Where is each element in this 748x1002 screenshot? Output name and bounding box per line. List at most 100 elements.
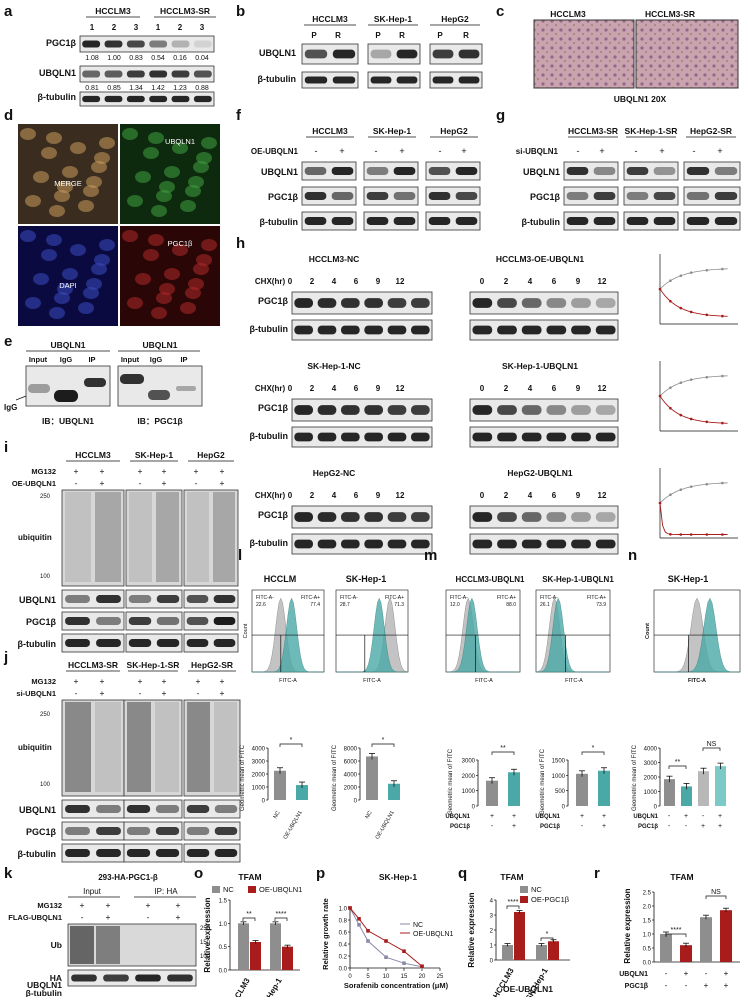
- ihc-image-hcclm3-sr: [635, 19, 739, 89]
- y-axis-label: Count: [645, 623, 651, 639]
- group-label: HepG2-SR: [191, 660, 233, 670]
- cell: [196, 152, 212, 164]
- blot-band: [411, 325, 430, 335]
- cell: [127, 297, 143, 309]
- blot-band: [104, 40, 123, 48]
- mw-marker: 100: [40, 574, 51, 580]
- cell: [99, 137, 115, 149]
- cell: [127, 195, 143, 207]
- decay-point: [679, 533, 683, 536]
- tfam-bar: [720, 910, 732, 962]
- cell: [25, 195, 41, 207]
- decay-point: [689, 378, 693, 381]
- cell: [20, 230, 36, 242]
- cell: [70, 244, 86, 256]
- sign: -: [197, 688, 200, 698]
- gate-value: 77.4: [310, 602, 320, 608]
- cell: [180, 200, 196, 212]
- tubulin-blot: [123, 843, 183, 863]
- sig-label: *: [382, 737, 385, 744]
- group-label: HCCLM3-SR: [568, 126, 618, 136]
- blot-band: [411, 405, 430, 415]
- decay-point: [679, 488, 683, 492]
- sign: -: [147, 912, 150, 922]
- gate-value: 12.0: [450, 602, 460, 608]
- blot-band: [171, 70, 190, 78]
- y-tick-label: 1.0: [643, 933, 652, 939]
- cell: [78, 302, 94, 314]
- gate-label: FITC-A-: [340, 595, 358, 601]
- sign: +: [138, 676, 143, 686]
- cell: [201, 239, 217, 251]
- quant-value: 0.88: [195, 85, 209, 92]
- time-label: 4: [332, 384, 337, 393]
- image-caption: UBQLN1 20X: [614, 94, 667, 104]
- y-tick-label: 1.0: [339, 907, 348, 913]
- group-label: SK-Hep-1-SR: [127, 660, 180, 670]
- panel-letter: b: [236, 3, 245, 20]
- group-label: SK-Hep-1: [135, 450, 174, 460]
- row-label: β-tubulin: [18, 849, 56, 859]
- fitc-bar: [681, 786, 692, 806]
- group-label: HCCLM3-SR: [68, 660, 118, 670]
- gate-value: 22.6: [256, 602, 266, 608]
- blot-band: [304, 49, 328, 59]
- blot-band: [366, 167, 389, 175]
- cell: [62, 166, 78, 178]
- sig-label: NS: [711, 889, 721, 896]
- tubulin-blot: [183, 843, 241, 863]
- pgc-blot: [425, 186, 481, 206]
- row-label: UBQLN1: [261, 167, 298, 177]
- blot-band: [626, 192, 649, 200]
- blot-band: [686, 217, 710, 225]
- decay-point: [658, 394, 662, 398]
- blot-band: [364, 539, 383, 549]
- blot-band: [393, 217, 416, 225]
- pgc-chx-blot: [469, 505, 619, 529]
- decay-curve-nc: [659, 268, 728, 290]
- blot-band: [317, 298, 337, 308]
- decay-point: [721, 374, 724, 378]
- blot-band: [566, 217, 589, 225]
- fitc-bar: [508, 772, 520, 806]
- sign: +: [106, 912, 111, 922]
- x-tick-label: 15: [401, 974, 408, 980]
- sub-label: Input: [83, 887, 102, 896]
- tfam-bar: [250, 942, 261, 970]
- panel-letter: h: [236, 235, 245, 252]
- blot-band: [472, 405, 493, 415]
- blot-band: [370, 76, 392, 84]
- decay-point: [669, 493, 672, 497]
- sign: +: [74, 466, 79, 476]
- blot-band: [317, 325, 337, 335]
- y-tick-label: 1.5: [643, 919, 652, 925]
- row-label: UBQLN1: [259, 48, 296, 58]
- tubulin-blot: [291, 426, 433, 448]
- sign: +: [718, 813, 722, 820]
- cell: [188, 278, 204, 290]
- growth-point: [402, 949, 406, 953]
- sign: -: [665, 969, 668, 978]
- cell: [70, 142, 86, 154]
- panel-letter: f: [236, 107, 242, 124]
- sign: +: [599, 146, 604, 156]
- y-tick-label: 1.0: [219, 922, 228, 928]
- tfam-bar: [282, 946, 293, 970]
- y-tick-label: 1000: [462, 789, 476, 795]
- blot-band: [96, 849, 121, 857]
- cell: [201, 137, 217, 149]
- tfam-bar: [700, 917, 712, 962]
- blot-band: [653, 167, 676, 175]
- row-label: β-tubulin: [26, 988, 62, 997]
- blot-band: [595, 539, 616, 549]
- y-tick-label: 3: [490, 914, 494, 920]
- time-label: 9: [576, 491, 581, 500]
- igg-pointer: [15, 395, 27, 401]
- sign: +: [718, 823, 722, 830]
- decay-curve-nc: [659, 375, 728, 397]
- quant-value: 0.85: [107, 85, 121, 92]
- blot-band: [331, 167, 354, 175]
- blot-band: [521, 512, 542, 522]
- time-label: 0: [288, 384, 293, 393]
- lane-label: R: [399, 31, 405, 40]
